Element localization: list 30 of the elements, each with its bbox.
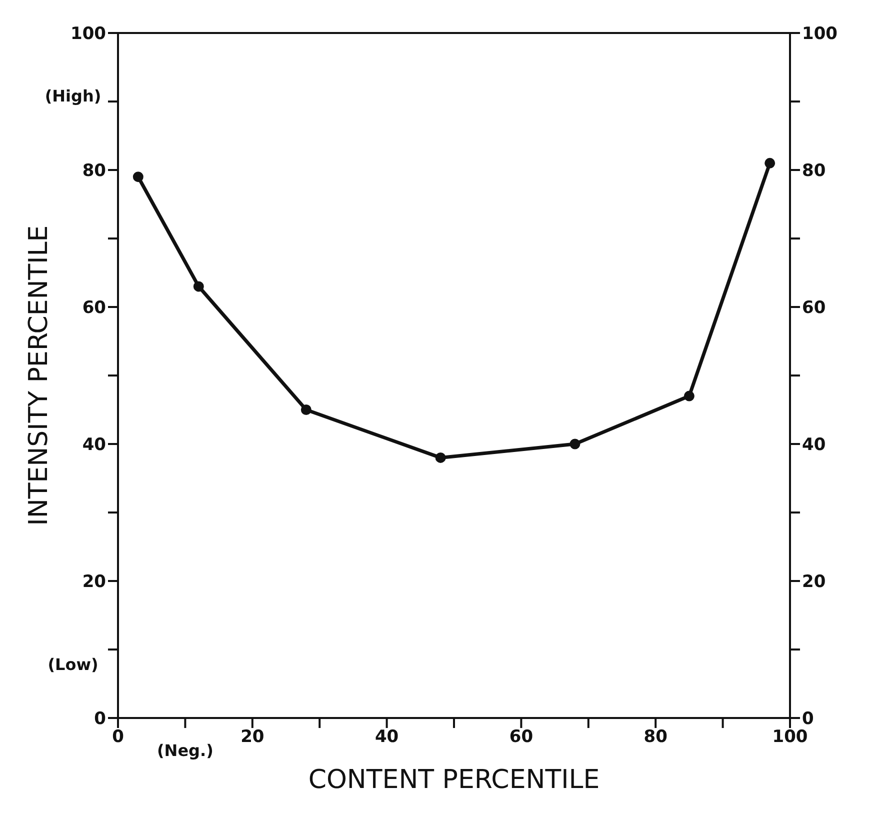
point bbox=[570, 438, 580, 450]
x-tick-label: 100 bbox=[772, 727, 808, 748]
point bbox=[132, 172, 144, 182]
y-tick-label: 100 bbox=[70, 24, 106, 44]
y-tick-label: 40 bbox=[82, 435, 106, 456]
x-tick-label: 60 bbox=[509, 727, 534, 748]
x-tick-label: 40 bbox=[374, 727, 399, 748]
x-axis-title: CONTENT PERCENTILE bbox=[308, 765, 600, 795]
text: (Neg.) bbox=[156, 741, 214, 760]
y-tick-label: 60 bbox=[82, 298, 106, 318]
y-tick-label: 0 bbox=[94, 709, 106, 730]
text: (Low) bbox=[48, 655, 98, 674]
y2-tick-label: 20 bbox=[802, 572, 826, 592]
y2-tick-label: 80 bbox=[802, 161, 826, 182]
x-tick-label: 80 bbox=[644, 727, 668, 748]
x-tick-label: 0 bbox=[112, 727, 124, 748]
x-tick-label: 20 bbox=[240, 727, 264, 748]
point bbox=[684, 390, 694, 402]
y2-tick-label: 0 bbox=[802, 709, 814, 730]
y2-tick-label: 60 bbox=[802, 298, 826, 318]
y2-tick-label: 100 bbox=[802, 24, 838, 44]
point bbox=[300, 404, 312, 415]
point bbox=[193, 281, 204, 292]
y-axis-title: INTENSITY PERCENTILE bbox=[24, 225, 54, 526]
text: (High) bbox=[44, 86, 102, 106]
y2-tick-label: 40 bbox=[802, 435, 826, 456]
y-tick-label: 80 bbox=[82, 161, 106, 182]
point bbox=[764, 158, 776, 168]
point bbox=[435, 452, 446, 463]
y-tick-label: 20 bbox=[82, 572, 106, 592]
